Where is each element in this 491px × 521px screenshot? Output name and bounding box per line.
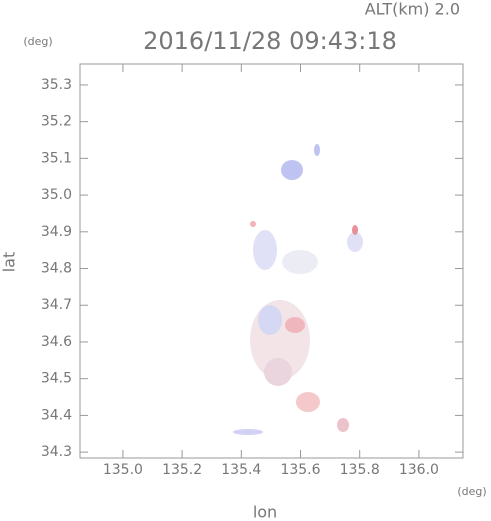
y-tick-label: 34.7 — [41, 297, 72, 313]
y-tick-label: 34.6 — [41, 334, 72, 350]
echo — [296, 392, 320, 412]
x-tick-label: 135.0 — [103, 462, 143, 478]
altitude-label: ALT(km) 2.0 — [365, 0, 460, 19]
y-tick-label: 34.4 — [41, 407, 72, 423]
x-tick-label: 135.2 — [162, 462, 202, 478]
echo — [264, 358, 292, 386]
echo — [337, 418, 349, 432]
echo — [352, 225, 358, 235]
echo — [282, 250, 318, 274]
echo — [285, 317, 305, 333]
x-tick-label: 135.4 — [221, 462, 261, 478]
x-tick-label: 135.6 — [280, 462, 320, 478]
y-tick-label: 35.3 — [41, 77, 72, 93]
y-axis-label: lat — [0, 252, 19, 273]
y-tick-label: 34.3 — [41, 444, 72, 460]
echo — [258, 305, 282, 335]
echo — [253, 230, 277, 270]
echo — [233, 429, 263, 435]
y-unit: (deg) — [23, 35, 52, 48]
echo — [314, 144, 320, 156]
chart-title: 2016/11/28 09:43:18 — [143, 27, 397, 55]
y-tick-label: 34.9 — [41, 224, 72, 240]
x-tick-label: 135.8 — [340, 462, 380, 478]
x-axis-label: lon — [253, 503, 277, 521]
y-tick-label: 35.0 — [41, 187, 72, 203]
echo — [250, 221, 256, 227]
y-tick-label: 34.8 — [41, 261, 72, 277]
y-tick-label: 34.5 — [41, 371, 72, 387]
echo — [281, 160, 303, 180]
y-tick-label: 35.1 — [41, 150, 72, 166]
y-tick-label: 35.2 — [41, 114, 72, 130]
echo — [347, 232, 363, 252]
plot-frame — [79, 63, 464, 459]
x-unit: (deg) — [457, 485, 486, 498]
x-tick-label: 136.0 — [399, 462, 439, 478]
echo-field — [233, 144, 363, 435]
